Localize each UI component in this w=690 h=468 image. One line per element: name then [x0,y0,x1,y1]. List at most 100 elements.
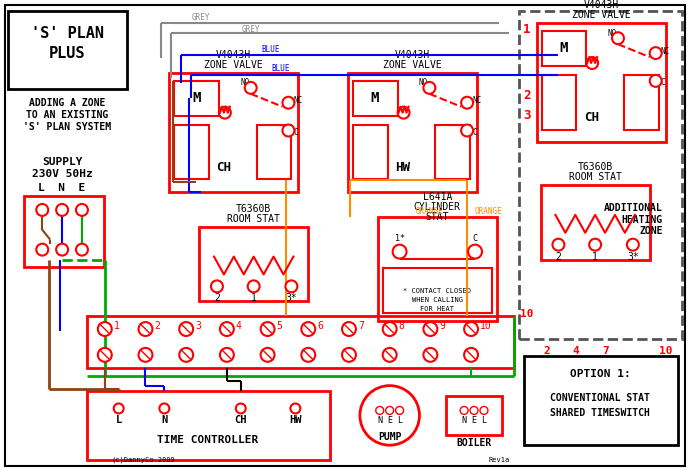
Text: V4043H: V4043H [216,50,251,60]
Circle shape [302,322,315,336]
Circle shape [56,204,68,216]
Circle shape [386,407,393,414]
Bar [8,11,127,89]
Text: V4043H: V4043H [584,0,619,10]
Bar [446,395,502,435]
Text: GREY: GREY [192,13,210,22]
Text: SHARED TIMESWITCH: SHARED TIMESWITCH [550,409,650,418]
Circle shape [395,407,404,414]
Text: 1: 1 [592,252,598,262]
Text: 2: 2 [214,293,220,303]
Text: CH: CH [235,416,247,425]
Text: 4: 4 [573,346,580,356]
Text: TIME CONTROLLER: TIME CONTROLLER [157,435,259,445]
Bar [87,316,514,368]
Text: 3*: 3* [286,293,297,303]
Bar [537,23,666,142]
Circle shape [612,32,624,44]
Circle shape [261,322,275,336]
Text: STAT: STAT [426,212,449,222]
Circle shape [383,322,397,336]
Text: L: L [482,416,486,425]
Circle shape [220,322,234,336]
Circle shape [236,403,246,413]
Bar [353,81,397,116]
Circle shape [480,407,488,414]
Circle shape [393,245,406,258]
Bar [199,227,308,301]
Text: PUMP: PUMP [378,432,402,442]
Circle shape [98,348,112,362]
Text: WHEN CALLING: WHEN CALLING [412,297,463,303]
Circle shape [650,75,662,87]
Bar [257,124,291,179]
Circle shape [76,204,88,216]
Circle shape [220,348,234,362]
Bar [175,124,209,179]
Text: ORANGE: ORANGE [475,207,503,216]
Text: 5: 5 [277,321,282,331]
Bar [377,217,497,321]
Text: GREY: GREY [241,25,260,34]
Circle shape [219,107,231,118]
Text: PLUS: PLUS [49,45,86,60]
Bar [353,124,388,179]
Circle shape [464,322,478,336]
Circle shape [461,97,473,109]
Text: 2: 2 [555,252,562,262]
Text: BLUE: BLUE [262,44,280,54]
Circle shape [360,386,420,445]
Bar [624,75,659,130]
Bar [24,196,104,268]
Text: N: N [161,416,168,425]
Bar [87,391,330,460]
Circle shape [290,403,300,413]
Circle shape [342,322,356,336]
Text: 1: 1 [250,293,257,303]
Text: ZONE VALVE: ZONE VALVE [572,10,631,21]
Bar [542,31,586,66]
Text: NC: NC [293,96,303,105]
Circle shape [424,348,437,362]
Text: 8: 8 [399,321,404,331]
Circle shape [589,239,601,251]
Text: 7: 7 [602,346,609,356]
Circle shape [376,407,384,414]
Circle shape [424,322,437,336]
Circle shape [627,239,639,251]
Text: OPTION 1:: OPTION 1: [570,369,631,379]
Bar [383,269,492,313]
Circle shape [650,47,662,59]
Text: N: N [377,416,382,425]
Text: E: E [471,416,477,425]
Text: Rev1a: Rev1a [489,457,510,463]
Text: 10: 10 [480,321,492,331]
Text: 1: 1 [114,321,119,331]
Text: NO: NO [607,29,617,38]
Text: 1*: 1* [395,234,404,243]
Text: 'S' PLAN SYSTEM: 'S' PLAN SYSTEM [23,122,111,132]
Text: 230V 50Hz: 230V 50Hz [32,169,92,179]
Circle shape [76,244,88,256]
Text: ORANGE: ORANGE [415,207,443,216]
Circle shape [461,124,473,137]
Text: ZONE VALVE: ZONE VALVE [383,60,442,70]
Circle shape [464,348,478,362]
Text: C: C [472,128,477,137]
Text: 'S' PLAN: 'S' PLAN [30,26,104,41]
Circle shape [56,244,68,256]
Text: 9: 9 [440,321,445,331]
Text: NC: NC [660,47,670,56]
Text: (c)DannyCo.2009: (c)DannyCo.2009 [112,457,175,463]
Text: 1: 1 [523,23,531,36]
Text: CH: CH [584,111,599,124]
Circle shape [342,348,356,362]
Circle shape [397,107,410,118]
Bar [175,81,219,116]
Text: 10: 10 [520,309,533,319]
Circle shape [98,322,112,336]
Text: C: C [293,128,298,137]
Text: N: N [462,416,466,425]
Text: M: M [192,91,200,105]
Text: * CONTACT CLOSED: * CONTACT CLOSED [404,288,471,294]
